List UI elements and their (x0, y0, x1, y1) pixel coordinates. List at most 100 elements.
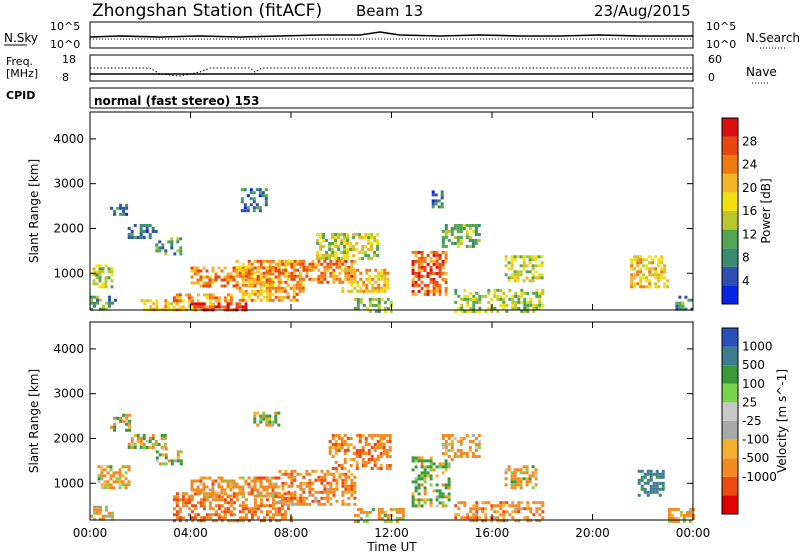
velocity-frame (89, 321, 694, 521)
data-cell (235, 305, 239, 309)
data-cell (468, 449, 472, 452)
data-cell (435, 286, 439, 290)
data-cell (211, 507, 215, 511)
data-cell (311, 262, 315, 266)
data-cell (119, 206, 123, 210)
nsearch-tick-bottom: 10^0 (706, 38, 736, 51)
data-cell (676, 519, 680, 523)
data-cell (534, 468, 538, 472)
data-cell (262, 417, 266, 421)
data-cell (516, 276, 520, 280)
data-cell (226, 275, 230, 279)
data-cell (462, 224, 466, 227)
colorbar-segment (722, 248, 738, 267)
data-cell (265, 269, 269, 273)
data-cell (105, 514, 108, 518)
data-cell (540, 264, 544, 268)
data-cell (323, 475, 327, 479)
data-cell (347, 475, 351, 479)
data-cell (293, 268, 297, 272)
data-cell (373, 458, 377, 461)
data-cell (271, 498, 275, 502)
data-cell (335, 487, 339, 491)
data-cell (395, 510, 399, 514)
data-cell (308, 478, 312, 482)
data-cell (121, 483, 125, 487)
data-cell (181, 492, 185, 496)
data-cell (666, 279, 670, 283)
data-cell (438, 256, 442, 260)
data-cell (214, 491, 218, 495)
data-cell (274, 485, 278, 489)
data-cell (441, 446, 445, 449)
data-cell (661, 484, 665, 488)
data-cell (92, 282, 96, 286)
data-cell (241, 283, 245, 287)
data-cell (271, 494, 275, 498)
data-cell (633, 285, 637, 289)
data-cell (253, 485, 257, 489)
data-cell (510, 267, 514, 271)
data-cell (265, 417, 269, 421)
data-cell (343, 251, 347, 254)
data-cell (522, 258, 526, 262)
data-cell (334, 449, 338, 452)
data-cell (256, 295, 260, 299)
data-cell (346, 449, 350, 452)
data-cell (193, 269, 197, 273)
data-cell (240, 209, 244, 213)
data-cell (535, 294, 539, 298)
data-cell (238, 265, 242, 269)
data-cell (414, 274, 418, 278)
data-cell (208, 299, 212, 303)
data-cell (255, 203, 259, 207)
data-cell (463, 309, 467, 313)
data-cell (459, 443, 463, 446)
data-cell (347, 469, 351, 473)
data-cell (346, 251, 350, 254)
data-cell (454, 300, 458, 304)
data-cell (514, 507, 518, 511)
data-cell (214, 510, 218, 514)
data-cell (361, 452, 365, 455)
data-cell (187, 293, 191, 297)
data-cell (630, 261, 634, 265)
data-cell (173, 252, 177, 256)
data-cell (226, 299, 230, 303)
data-cell (235, 498, 239, 502)
data-cell (420, 462, 424, 466)
data-cell (238, 305, 242, 309)
data-cell (340, 257, 344, 260)
data-cell (343, 236, 347, 239)
data-cell (499, 504, 503, 508)
data-cell (299, 493, 303, 497)
data-cell (465, 233, 469, 236)
data-cell (423, 480, 427, 484)
data-cell (139, 227, 143, 230)
data-cell (382, 443, 386, 446)
data-cell (190, 269, 194, 273)
data-cell (329, 265, 333, 269)
data-cell (429, 459, 433, 463)
data-cell (293, 475, 297, 479)
data-cell (226, 507, 230, 511)
data-cell (516, 477, 520, 481)
data-cell (376, 440, 380, 443)
data-cell (187, 507, 191, 511)
data-cell (371, 303, 375, 307)
data-cell (456, 440, 460, 443)
data-cell (110, 270, 114, 274)
data-cell (510, 474, 514, 478)
data-cell (305, 271, 309, 275)
data-cell (305, 484, 309, 488)
data-cell (199, 275, 203, 279)
data-cell (487, 306, 491, 310)
data-cell (202, 516, 206, 520)
data-cell (193, 266, 197, 270)
data-cell (125, 428, 129, 432)
data-cell (265, 498, 269, 502)
data-cell (417, 271, 421, 275)
data-cell (432, 283, 436, 287)
data-cell (368, 309, 372, 313)
